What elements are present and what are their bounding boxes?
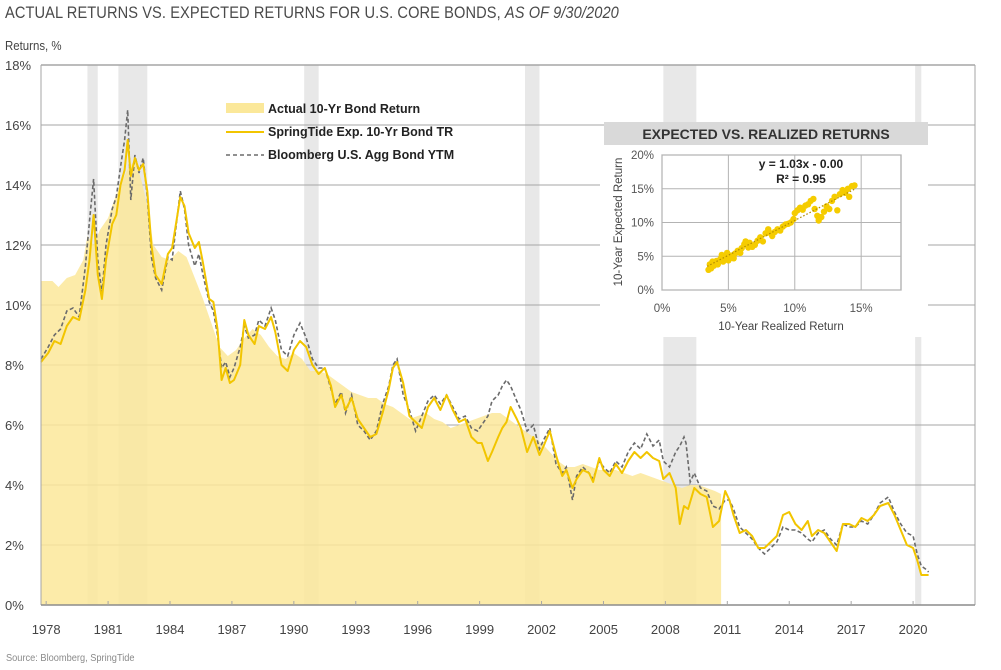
chart-title-main: ACTUAL RETURNS VS. EXPECTED RETURNS FOR …: [5, 3, 505, 22]
legend-label-bloomberg: Bloomberg U.S. Agg Bond YTM: [268, 148, 454, 162]
x-tick-label: 1999: [465, 622, 494, 637]
inset-equation: y = 1.03x - 0.00: [759, 157, 844, 171]
y-tick-label: 8%: [5, 358, 24, 373]
inset-y-tick-label: 5%: [637, 251, 654, 263]
scatter-point: [725, 257, 732, 264]
x-tick-label: 2011: [713, 622, 741, 637]
inset-gridlines: [661, 154, 902, 291]
inset-y-tick-label: 0%: [637, 285, 654, 297]
y-tick-label: 18%: [5, 58, 31, 73]
scatter-point: [818, 213, 825, 221]
x-tick-label: 1981: [94, 622, 123, 637]
inset-y-tick-label: 20%: [631, 150, 654, 162]
scatter-point: [790, 215, 797, 223]
inset-x-tick-labels: 0% 5% 10% 15%: [654, 303, 873, 315]
inset-r-squared: R² = 0.95: [776, 172, 826, 186]
inset-x-tick-label: 0%: [654, 303, 671, 315]
y-tick-label: 6%: [5, 418, 24, 433]
axes: [40, 64, 976, 606]
x-tick-label: 1978: [32, 622, 61, 637]
y-axis-title: Returns, %: [5, 38, 62, 53]
scatter-point: [851, 182, 858, 189]
x-tick-label: 1993: [341, 622, 370, 637]
inset-x-tick-label: 5%: [720, 303, 737, 315]
y-tick-label: 0%: [5, 598, 24, 613]
inset-x-axis-title: 10-Year Realized Return: [718, 321, 844, 333]
x-tick-label: 2002: [527, 622, 556, 637]
scatter-point: [831, 193, 838, 200]
scatter-point: [826, 205, 833, 213]
x-tick-label: 1987: [217, 622, 246, 637]
area-series: [41, 161, 722, 605]
y-tick-label: 16%: [5, 118, 31, 133]
legend-label-area: Actual 10-Yr Bond Return: [268, 102, 420, 116]
scatter-point: [714, 261, 721, 268]
x-tick-label: 1990: [279, 622, 308, 637]
scatter-point: [834, 207, 841, 214]
y-tick-labels: 0% 2% 4% 6% 8% 10% 12% 14% 16% 18%: [5, 58, 31, 613]
inset-x-tick-label: 10%: [783, 303, 806, 315]
legend: Actual 10-Yr Bond Return SpringTide Exp.…: [226, 102, 454, 162]
x-tick-label: 2014: [775, 622, 804, 637]
y-tick-label: 4%: [5, 478, 24, 493]
legend-swatch-area: [226, 103, 264, 113]
line-bloomberg-agg-ytm: [40, 109, 930, 573]
x-tick-label: 1996: [403, 622, 432, 637]
area-actual-10yr-return: [41, 161, 722, 605]
inset-title: EXPECTED VS. REALIZED RETURNS: [642, 126, 889, 142]
scatter-point: [846, 193, 853, 200]
inset-y-axis-title: 10-Year Expected Return: [613, 158, 625, 287]
inset-y-tick-label: 10%: [631, 218, 654, 230]
y-tick-label: 14%: [5, 178, 31, 193]
legend-label-springtide: SpringTide Exp. 10-Yr Bond TR: [268, 125, 453, 139]
inset-scatter-chart: EXPECTED VS. REALIZED RETURNS 0% 5% 10% 15%…: [600, 122, 928, 337]
chart-title-date: AS OF 9/30/2020: [504, 3, 619, 22]
inset-title-bar: [604, 122, 928, 145]
scatter-point: [820, 208, 828, 215]
scatter-point: [719, 258, 727, 265]
chart-title: ACTUAL RETURNS VS. EXPECTED RETURNS FOR …: [5, 3, 619, 23]
y-tick-label: 12%: [5, 238, 31, 253]
line-springtide-expected: [40, 139, 929, 576]
scatter-point: [810, 195, 817, 203]
source-note: Source: Bloomberg, SpringTide: [6, 652, 135, 664]
inset-y-tick-labels: 0% 5% 10% 15% 20%: [631, 150, 654, 297]
scatter-point: [759, 238, 767, 245]
y-tick-label: 10%: [5, 298, 31, 313]
line-series: [40, 109, 930, 576]
x-tick-label: 2017: [837, 622, 866, 637]
y-tick-label: 2%: [5, 538, 24, 553]
inset-x-tick-label: 15%: [850, 303, 873, 315]
inset-y-tick-label: 15%: [631, 184, 654, 196]
x-tick-label: 1984: [156, 622, 185, 637]
x-tick-label: 2005: [589, 622, 618, 637]
x-tick-labels: 1978 1981 1984 1987 1990 1993 1996 1999 2002 2005…: [32, 622, 928, 637]
x-tick-label: 2008: [651, 622, 680, 637]
x-tick-label: 2020: [899, 622, 928, 637]
